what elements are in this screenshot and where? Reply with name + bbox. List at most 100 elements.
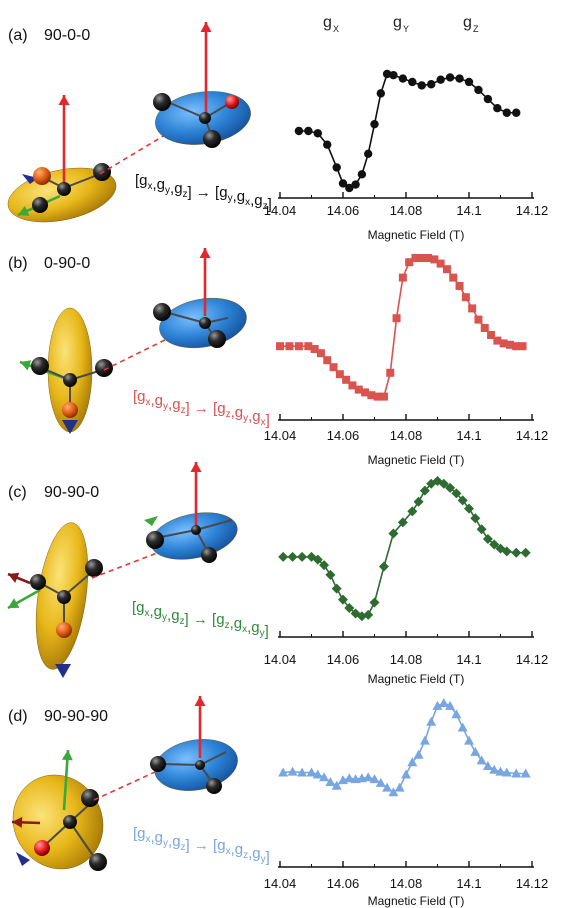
data-point [294,342,303,351]
data-point [354,385,363,394]
data-point [445,73,455,82]
mapping-glyph: ,g [248,845,261,862]
x-tick-label: 14.06 [327,876,360,891]
mapping-glyph: ,g [150,603,163,620]
data-point [364,149,373,158]
data-point [331,780,342,790]
data-point [278,767,289,777]
data-point [445,482,456,493]
atom-ball [146,531,164,549]
data-point [287,551,298,562]
data-point [438,698,449,707]
x-tick-label: 14.04 [264,652,297,667]
atom-ball [31,357,49,375]
data-point [427,80,436,89]
data-point [357,170,367,179]
x-tick-label: 14.12 [516,876,549,891]
molecule-illustration [7,22,251,223]
mapping-subscript: z [181,405,186,416]
data-point [455,74,464,83]
g-x-letter: g [323,14,332,31]
panel-b: (b) 0-90-0[gx,gy,gz] → [gz,gy,gx]14.04 14.… [8,248,548,467]
molecule-illustration [11,696,238,871]
mapping-glyph: ] → [g [186,837,226,854]
x-tick-label: 14.12 [516,428,549,443]
data-point [489,764,500,774]
data-point [363,609,374,620]
data-point [351,180,360,189]
g-header: g X g Y g Z [323,14,479,34]
atom-ball [85,559,103,577]
x-axis-label: Magnetic Field (T) [368,672,465,686]
g-z-letter: g [463,14,472,31]
mapping-subscript: x [145,608,150,619]
data-point [276,342,284,351]
data-point [319,772,330,782]
atom-ball [33,167,51,185]
atom-ball [208,330,226,348]
mapping-glyph: ,g [151,829,164,846]
x-tick-label: 14.04 [264,428,297,443]
mapping-subscript: y [260,628,265,639]
data-point [331,583,342,594]
bond [169,102,206,119]
g-z-sub: Z [473,24,479,34]
data-point [476,755,487,765]
mapping-glyph: ] [268,196,272,213]
data-point [325,776,336,786]
data-point [278,551,289,562]
mapping-subscript: x [245,197,250,208]
mapping-subscript: z [181,842,186,853]
atom-ball [191,525,201,535]
data-point [313,129,322,138]
x-axis-label: Magnetic Field (T) [368,453,465,467]
data-point [348,381,357,390]
data-point [316,349,325,358]
green-arrow-head [20,360,32,371]
data-point [480,324,489,332]
mapping-subscript: z [180,616,185,627]
mapping-glyph: ] → [g [185,611,225,628]
mapping-subscript: z [183,189,188,200]
mapping-glyph: ] [265,623,269,640]
series-line [283,702,526,794]
mapping-subscript: x [146,397,151,408]
mapping-glyph: ] → [g [188,184,228,201]
mapping-glyph: ,g [151,392,164,409]
data-point [493,336,502,345]
mapping-glyph: ,g [233,188,246,205]
dark-red-arrow-head [8,572,20,583]
data-point [375,777,386,787]
atom-ball [62,402,78,418]
series [294,69,521,193]
panel-label: (a) [8,27,28,44]
data-point [426,716,437,726]
data-point [419,485,430,496]
mapping-subscript: y [243,413,248,424]
atom-ball [225,95,239,109]
data-point [413,496,424,507]
atom-ball [195,760,205,770]
data-point [342,375,351,384]
data-point [474,85,483,95]
data-point [338,179,348,188]
mapping-subscript: x [242,624,247,635]
data-point [338,594,348,605]
panel-c: (c) 90-90-0[gx,gy,gz] → [gz,gx,gy]14.04 14… [7,462,548,686]
data-point [417,81,426,90]
data-point [483,94,493,104]
x-tick-label: 14.08 [390,203,423,218]
dark-red-arrow-head [12,816,23,828]
data-point [432,700,443,710]
data-point [476,524,487,535]
data-point [502,108,511,117]
data-point [518,342,527,351]
atom-ball [153,93,171,111]
data-point [344,773,355,783]
data-point [310,345,319,353]
x-tick-label: 14.08 [390,428,423,443]
mapping-glyph: ,g [231,404,244,421]
red-arrow-blue-head [200,22,212,32]
mapping-glyph: [g [135,172,148,189]
